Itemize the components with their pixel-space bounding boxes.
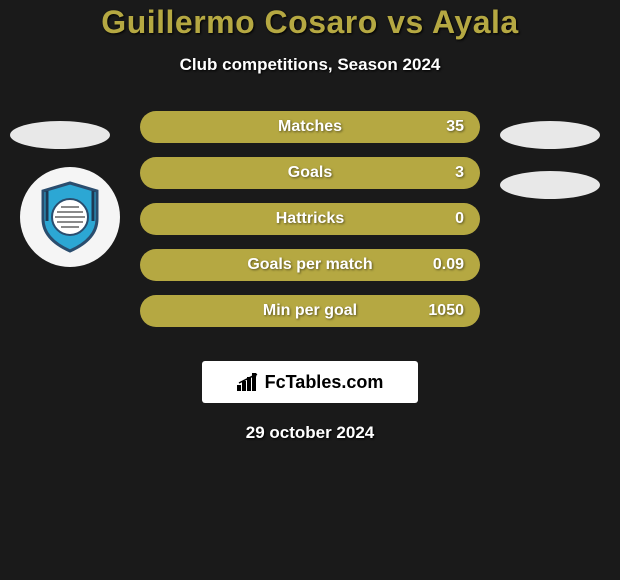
stat-row-hattricks: Hattricks 0 xyxy=(140,203,480,235)
stat-label: Min per goal xyxy=(263,302,357,320)
stat-value-right: 0 xyxy=(455,210,464,228)
stat-bars: Matches 35 Goals 3 Hattricks 0 Goals per… xyxy=(140,111,480,341)
stat-value-right: 3 xyxy=(455,164,464,182)
stat-value-right: 1050 xyxy=(428,302,464,320)
stat-row-matches: Matches 35 xyxy=(140,111,480,143)
date-text: 29 october 2024 xyxy=(0,423,620,443)
stat-label: Hattricks xyxy=(276,210,344,228)
stat-row-gpm: Goals per match 0.09 xyxy=(140,249,480,281)
stat-label: Goals xyxy=(288,164,332,182)
comparison-widget: Guillermo Cosaro vs Ayala Club competiti… xyxy=(0,0,620,580)
player-right-pill-1 xyxy=(500,121,600,149)
stat-label: Goals per match xyxy=(247,256,372,274)
page-title: Guillermo Cosaro vs Ayala xyxy=(0,4,620,41)
stat-label: Matches xyxy=(278,118,342,136)
player-right-pill-2 xyxy=(500,171,600,199)
stat-value-right: 35 xyxy=(446,118,464,136)
stat-value-right: 0.09 xyxy=(433,256,464,274)
stat-row-goals: Goals 3 xyxy=(140,157,480,189)
brand-badge[interactable]: FcTables.com xyxy=(202,361,418,403)
bar-chart-icon xyxy=(237,373,259,391)
club-badge-left xyxy=(20,167,120,267)
brand-text: FcTables.com xyxy=(265,372,384,393)
player-left-pill xyxy=(10,121,110,149)
stat-row-mpg: Min per goal 1050 xyxy=(140,295,480,327)
subtitle: Club competitions, Season 2024 xyxy=(0,55,620,75)
shield-icon xyxy=(37,181,103,253)
stats-area: Matches 35 Goals 3 Hattricks 0 Goals per… xyxy=(0,111,620,351)
